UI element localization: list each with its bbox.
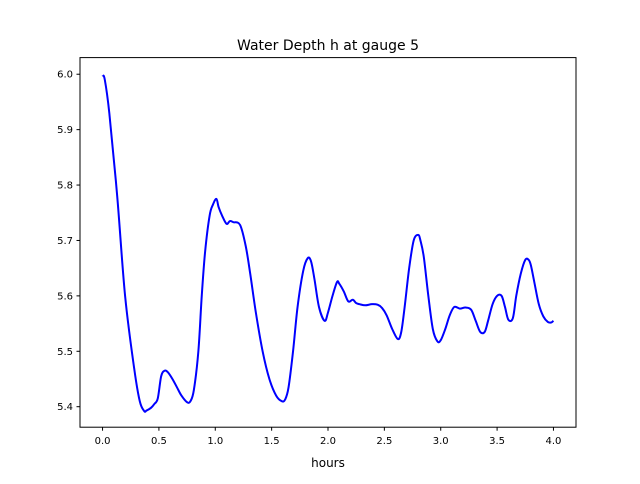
y-tick-label: 5.8 — [57, 181, 73, 192]
y-tick-label: 5.5 — [57, 347, 73, 358]
x-axis-label: hours — [311, 456, 345, 470]
y-axis: 5.4 5.5 5.6 5.7 5.8 5.9 6.0 — [57, 70, 80, 413]
x-tick-label: 3.5 — [489, 436, 505, 447]
plot-area-frame — [79, 57, 577, 428]
y-tick-label: 5.6 — [57, 291, 73, 302]
series-line-h — [101, 74, 555, 413]
y-tick-label: 6.0 — [57, 70, 73, 81]
x-tick-label: 0.0 — [95, 436, 111, 447]
x-axis: 0.0 0.5 1.0 1.5 2.0 2.5 3.0 3.5 4.0 — [95, 427, 562, 447]
y-tick-label: 5.4 — [57, 402, 73, 413]
x-tick-label: 2.0 — [320, 436, 336, 447]
x-tick-label: 1.5 — [264, 436, 280, 447]
x-tick-label: 1.0 — [207, 436, 223, 447]
x-tick-label: 2.5 — [376, 436, 392, 447]
y-tick-label: 5.9 — [57, 125, 73, 136]
x-tick-label: 4.0 — [546, 436, 562, 447]
x-tick-label: 3.0 — [433, 436, 449, 447]
y-tick-label: 5.7 — [57, 236, 73, 247]
chart-title: Water Depth h at gauge 5 — [237, 38, 419, 54]
x-tick-label: 0.5 — [151, 436, 167, 447]
